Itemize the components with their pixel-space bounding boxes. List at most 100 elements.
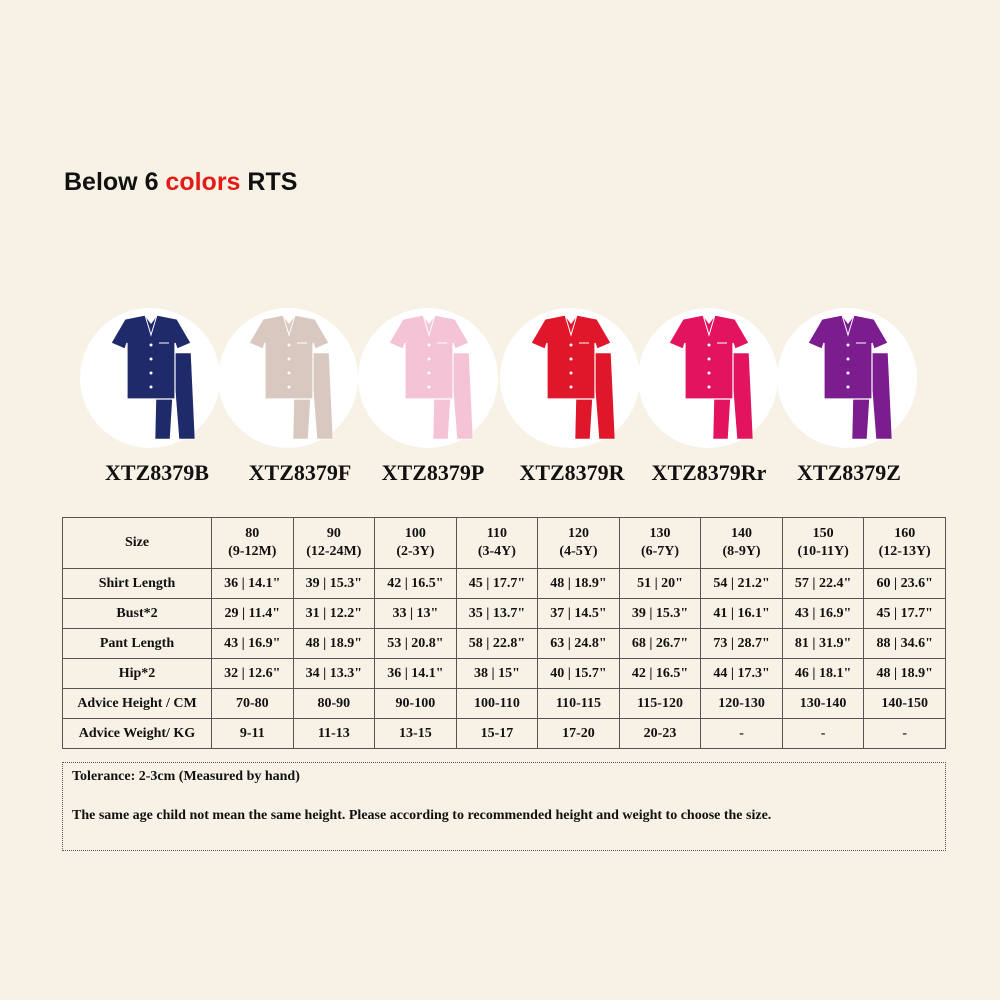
table-header-row: Size 80 (9-12M) 90 (12-24M) 100 (2-3Y) 110 (… xyxy=(62,517,946,569)
table-cell: 39 | 15.3" xyxy=(292,568,376,599)
pajama-icon xyxy=(388,314,474,440)
table-cell: 45 | 17.7" xyxy=(863,598,946,629)
table-cell: - xyxy=(700,718,783,749)
table-cell: 63 | 24.8" xyxy=(537,628,620,659)
table-cell: 70-80 xyxy=(211,688,294,719)
pajama-icon xyxy=(248,314,334,440)
row-label: Shirt Length xyxy=(62,568,212,599)
table-cell: 60 | 23.6" xyxy=(863,568,946,599)
row-label: Bust*2 xyxy=(62,598,212,629)
row-label: Advice Weight/ KG xyxy=(62,718,212,749)
table-cell: 68 | 26.7" xyxy=(618,628,702,659)
table-cell: 48 | 18.9" xyxy=(863,658,946,689)
row-label: Size xyxy=(62,517,212,569)
table-cell: 46 | 18.1" xyxy=(781,658,865,689)
table-cell: 120-130 xyxy=(700,688,783,719)
table-cell: 150 (10-11Y) xyxy=(781,517,865,569)
advice-note: The same age child not mean the same hei… xyxy=(72,808,772,823)
table-cell: 120 (4-5Y) xyxy=(537,517,620,569)
table-cell: 9-11 xyxy=(211,718,294,749)
table-cell: 140-150 xyxy=(863,688,946,719)
table-cell: 140 (8-9Y) xyxy=(700,517,783,569)
table-cell: 38 | 15" xyxy=(455,658,539,689)
table-cell: 31 | 12.2" xyxy=(292,598,376,629)
table-cell: 51 | 20" xyxy=(618,568,702,599)
table-cell: 48 | 18.9" xyxy=(292,628,376,659)
size-table: Size 80 (9-12M) 90 (12-24M) 100 (2-3Y) 110 (… xyxy=(62,517,946,749)
table-cell: 130-140 xyxy=(781,688,865,719)
table-cell: 53 | 20.8" xyxy=(374,628,457,659)
product-code: XTZ8379Rr xyxy=(651,460,767,485)
pajama-icon xyxy=(530,314,616,440)
table-cell: 43 | 16.9" xyxy=(211,628,294,659)
table-cell: 13-15 xyxy=(374,718,457,749)
table-cell: 130 (6-7Y) xyxy=(618,517,702,569)
title-prefix: Below 6 xyxy=(64,168,166,196)
table-cell: 40 | 15.7" xyxy=(537,658,620,689)
product-image xyxy=(500,308,640,448)
table-cell: 39 | 15.3" xyxy=(618,598,702,629)
table-cell: 36 | 14.1" xyxy=(374,658,457,689)
table-row: Bust*2 29 | 11.4" 31 | 12.2" 33 | 13" 35 | 1… xyxy=(62,598,946,629)
table-cell: 90-100 xyxy=(374,688,457,719)
table-row: Advice Weight/ KG 9-11 11-13 13-15 15-17 17-2… xyxy=(62,718,946,749)
table-cell: 20-23 xyxy=(618,718,702,749)
table-cell: - xyxy=(863,718,946,749)
product-image xyxy=(777,308,917,448)
table-cell: 42 | 16.5" xyxy=(618,658,702,689)
table-cell: 48 | 18.9" xyxy=(537,568,620,599)
product-image xyxy=(80,308,220,448)
table-cell: 11-13 xyxy=(292,718,376,749)
table-cell: 80 (9-12M) xyxy=(211,517,294,569)
pajama-icon xyxy=(807,314,893,440)
table-cell: 160 (12-13Y) xyxy=(863,517,946,569)
table-cell: 34 | 13.3" xyxy=(292,658,376,689)
table-row: Pant Length 43 | 16.9" 48 | 18.9" 53 | 20.8… xyxy=(62,628,946,659)
table-row: Hip*2 32 | 12.6" 34 | 13.3" 36 | 14.1" 38 | … xyxy=(62,658,946,689)
table-cell: 17-20 xyxy=(537,718,620,749)
row-label: Hip*2 xyxy=(62,658,212,689)
row-label: Advice Height / CM xyxy=(62,688,212,719)
pajama-icon xyxy=(668,314,754,440)
table-cell: 45 | 17.7" xyxy=(455,568,539,599)
title-suffix: RTS xyxy=(240,168,298,196)
table-cell: 15-17 xyxy=(455,718,539,749)
table-cell: 100-110 xyxy=(455,688,539,719)
table-cell: 35 | 13.7" xyxy=(455,598,539,629)
page-title: Below 6 colors RTS xyxy=(64,168,297,197)
table-cell: 33 | 13" xyxy=(374,598,457,629)
table-cell: 88 | 34.6" xyxy=(863,628,946,659)
table-cell: 42 | 16.5" xyxy=(374,568,457,599)
product-code: XTZ8379R xyxy=(519,460,625,485)
table-cell: 37 | 14.5" xyxy=(537,598,620,629)
tolerance-note: Tolerance: 2-3cm (Measured by hand) xyxy=(72,769,300,784)
row-label: Pant Length xyxy=(62,628,212,659)
table-cell: 115-120 xyxy=(618,688,702,719)
table-cell: 73 | 28.7" xyxy=(700,628,783,659)
table-cell: 110 (3-4Y) xyxy=(455,517,539,569)
product-code: XTZ8379B xyxy=(105,460,209,485)
table-cell: 54 | 21.2" xyxy=(700,568,783,599)
table-cell: 43 | 16.9" xyxy=(781,598,865,629)
notes-box: Tolerance: 2-3cm (Measured by hand) The … xyxy=(62,762,946,851)
product-image xyxy=(358,308,498,448)
table-cell: 110-115 xyxy=(537,688,620,719)
product-image xyxy=(638,308,778,448)
table-cell: 90 (12-24M) xyxy=(292,517,376,569)
table-cell: 58 | 22.8" xyxy=(455,628,539,659)
table-cell: 41 | 16.1" xyxy=(700,598,783,629)
table-cell: 81 | 31.9" xyxy=(781,628,865,659)
product-code: XTZ8379Z xyxy=(797,460,901,485)
title-highlight: colors xyxy=(165,168,241,196)
table-cell: - xyxy=(781,718,865,749)
product-image xyxy=(218,308,358,448)
product-code: XTZ8379F xyxy=(248,460,352,485)
product-code: XTZ8379P xyxy=(381,460,485,485)
table-cell: 57 | 22.4" xyxy=(781,568,865,599)
table-cell: 32 | 12.6" xyxy=(211,658,294,689)
table-cell: 100 (2-3Y) xyxy=(374,517,457,569)
table-row: Shirt Length 36 | 14.1" 39 | 15.3" 42 | 16.… xyxy=(62,568,946,599)
pajama-icon xyxy=(110,314,196,440)
table-cell: 44 | 17.3" xyxy=(700,658,783,689)
table-cell: 36 | 14.1" xyxy=(211,568,294,599)
